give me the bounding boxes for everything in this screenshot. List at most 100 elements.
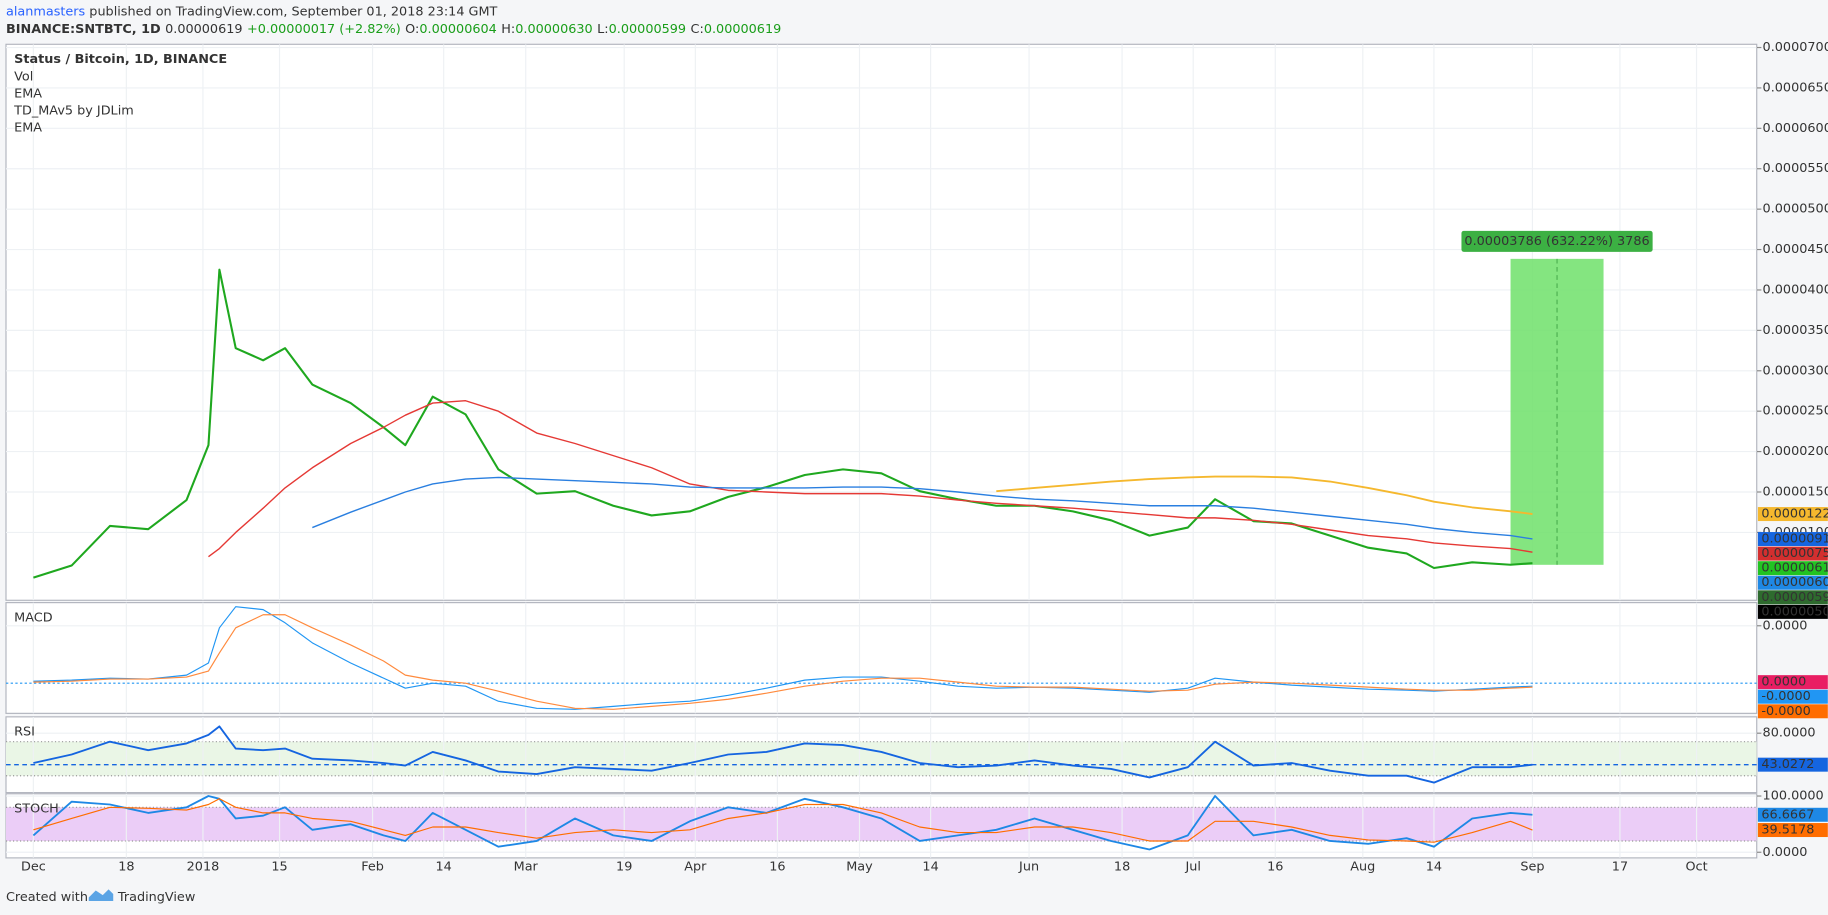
- pane: [5, 43, 1758, 601]
- y-tick-label: 0.00004500: [1763, 242, 1828, 257]
- price-label-bg: [1757, 807, 1828, 822]
- price-label-bg: [1757, 675, 1828, 690]
- x-tick-label: 14: [1426, 860, 1442, 875]
- pane-title: RSI: [14, 725, 35, 740]
- ohlc-value: 0.00000604: [419, 22, 496, 37]
- price-label-bg: [1757, 604, 1828, 619]
- price-label-bg: [1757, 532, 1828, 547]
- price-label-bg: [1757, 590, 1828, 605]
- pane-title: Status / Bitcoin, 1D, BINANCE: [14, 52, 227, 67]
- y-tick-label: 0.00003500: [1763, 323, 1828, 338]
- measure-box: [1510, 258, 1604, 565]
- x-tick-label: Apr: [684, 860, 707, 875]
- price-label-bg: [1757, 757, 1828, 772]
- x-tick-label: Feb: [361, 860, 384, 875]
- series-line: [33, 725, 1533, 784]
- series-line: [33, 614, 1533, 710]
- pane: [5, 602, 1758, 714]
- ohlc-label: H:: [501, 22, 515, 37]
- x-tick-label: 17: [1612, 860, 1628, 875]
- y-tick-label: 0.00005500: [1763, 161, 1828, 176]
- y-tick-label: 0.00002000: [1763, 444, 1828, 459]
- x-tick-label: Sep: [1520, 860, 1544, 875]
- x-tick-label: Oct: [1685, 860, 1707, 875]
- legend-entry: EMA: [14, 120, 42, 135]
- y-tick-label: 100.0000: [1763, 789, 1824, 804]
- price-label: 66.6667: [1761, 807, 1814, 822]
- ohlc-value: 0.00000630: [515, 22, 592, 37]
- price-label: 0.0000: [1761, 675, 1806, 690]
- x-tick-label: 16: [1267, 860, 1283, 875]
- series-line: [208, 400, 1533, 558]
- y-tick-label: 0.00007000: [1763, 40, 1828, 55]
- price-label-bg: [1757, 507, 1828, 522]
- price-label: 0.00000599: [1761, 590, 1828, 605]
- y-tick-label: 80.0000: [1763, 726, 1816, 741]
- price-label: 0.00000509: [1761, 604, 1828, 619]
- published: published on TradingView.com, September …: [89, 4, 497, 19]
- pane-content: [5, 716, 1757, 793]
- x-tick-label: 16: [769, 860, 785, 875]
- series-line: [32, 795, 1533, 851]
- symbol: BINANCE:SNTBTC, 1D: [6, 22, 161, 37]
- price-label: 0.00000756: [1761, 546, 1828, 561]
- price-label-bg: [1757, 575, 1828, 590]
- price-label: 0.00001227: [1761, 507, 1828, 522]
- price-label: 0.00000607: [1761, 575, 1828, 590]
- last-price: 0.00000619: [165, 22, 242, 37]
- legend-entry: Vol: [14, 69, 33, 84]
- author[interactable]: alanmasters: [6, 4, 86, 19]
- x-tick-label: 14: [922, 860, 938, 875]
- price-label: -0.0000: [1761, 704, 1810, 719]
- x-tick-label: Mar: [514, 860, 539, 875]
- price-label: 43.0272: [1761, 757, 1814, 772]
- measure-badge: [1461, 230, 1653, 252]
- price-label: 0.00000619: [1761, 561, 1828, 576]
- x-tick-label: 14: [436, 860, 452, 875]
- x-tick-label: Dec: [21, 860, 46, 875]
- header-line: alanmasters published on TradingView.com…: [6, 4, 498, 19]
- price-label-bg: [1757, 689, 1828, 704]
- legend-entry: EMA: [14, 86, 42, 101]
- price-label: 39.5178: [1761, 823, 1814, 838]
- x-tick-label: 15: [271, 860, 287, 875]
- pane-title: MACD: [14, 610, 53, 625]
- x-tick-label: 18: [1114, 860, 1130, 875]
- series-line: [33, 606, 1533, 710]
- y-tick-label: 0.00004000: [1763, 282, 1828, 297]
- x-tick-label: May: [846, 860, 873, 875]
- price-label-bg: [1757, 561, 1828, 576]
- y-tick-label: 0.00002500: [1763, 404, 1828, 419]
- x-tick-label: 2018: [187, 860, 220, 875]
- footer-created: Created with: [6, 890, 88, 905]
- legend-entry: TD_MAv5 by JDLim: [13, 103, 134, 118]
- y-tick-label: 0.0000: [1763, 618, 1808, 633]
- pane-content: [5, 793, 1757, 858]
- price-label-bg: [1757, 704, 1828, 719]
- ohlc-value: 0.00000599: [609, 22, 686, 37]
- y-tick-label: 0.00003000: [1763, 363, 1828, 378]
- y-tick-label: 0.00006000: [1763, 121, 1828, 136]
- price-label-bg: [1757, 546, 1828, 561]
- band: [5, 741, 1757, 776]
- ohlc-label: O:: [405, 22, 419, 37]
- y-tick-label: 0.00001500: [1763, 484, 1828, 499]
- measure-label: 0.00003786 (632.22%) 3786: [1464, 234, 1649, 249]
- ohlc-label: L:: [597, 22, 608, 37]
- series-line: [33, 798, 1533, 843]
- y-tick-label: 0.0000: [1763, 845, 1808, 860]
- y-tick-label: 0.00006500: [1763, 80, 1828, 95]
- y-tick-label: 0.00005000: [1763, 202, 1828, 217]
- x-tick-label: 18: [118, 860, 134, 875]
- price-label-bg: [1757, 823, 1828, 838]
- footer-brand[interactable]: TradingView: [117, 890, 195, 905]
- series-line: [996, 475, 1533, 515]
- x-tick-label: Jul: [1184, 860, 1200, 875]
- pane-content: [5, 602, 1757, 714]
- pane-content: [5, 44, 1757, 601]
- x-tick-label: Aug: [1350, 860, 1375, 875]
- price-label: 0.00000918: [1761, 532, 1828, 547]
- series-line: [312, 476, 1533, 540]
- symbol-line: BINANCE:SNTBTC, 1D 0.00000619 +0.0000001…: [6, 22, 781, 37]
